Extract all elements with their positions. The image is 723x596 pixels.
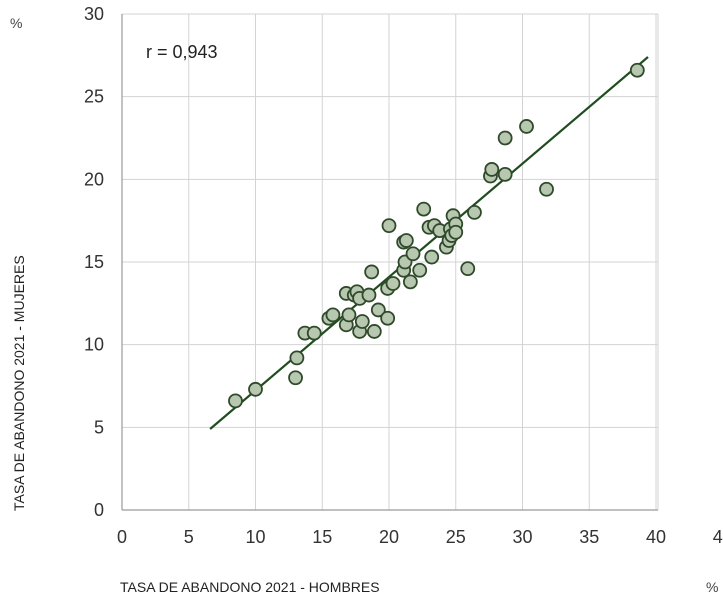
trend-line-group [209,56,649,430]
data-point [405,246,421,262]
x-tick-label: 10 [245,527,265,547]
x-tick-label: 25 [446,527,466,547]
data-point [370,302,386,318]
grid-lines [122,13,659,510]
data-point [306,325,322,341]
data-point [497,130,513,146]
trend-line [209,56,649,430]
x-tick-label: 20 [379,527,399,547]
x-tick-label: 35 [579,527,599,547]
x-tick-label: 0 [117,527,127,547]
data-point [354,314,370,329]
data-point [381,218,397,234]
y-tick-label: 30 [84,4,104,24]
x-tick-label: 5 [184,527,194,547]
data-point [629,62,645,78]
tick-labels: 0 5 10 15 20 25 30 35 40 45 0 5 10 15 20 25 30 [84,4,723,547]
y-tick-label: 0 [94,500,104,520]
x-tick-label: 30 [512,527,532,547]
data-point [484,162,500,177]
x-unit-label: % [706,579,718,595]
data-point [380,310,396,326]
y-tick-label: 20 [84,169,104,189]
correlation-annotation: r = 0,943 [146,42,218,62]
data-point [325,307,341,323]
data-point [385,276,401,291]
y-unit-label: % [10,15,22,31]
data-point [398,233,414,248]
data-point [416,201,432,217]
data-point [424,249,440,265]
x-tick-label: 45 [713,527,723,547]
x-tick-label: 40 [646,527,666,547]
data-point [248,381,263,397]
x-tick-label: 15 [312,527,332,547]
data-point [519,119,534,134]
data-point [364,264,380,280]
data-point [539,181,554,197]
data-point [460,261,476,277]
data-point [497,166,513,182]
y-tick-label: 10 [84,335,104,355]
data-point [289,350,305,366]
data-point [366,324,382,339]
y-axis-title: TASA DE ABANDONO 2021 - MUJERES [11,255,27,511]
x-axis-title: TASA DE ABANDONO 2021 - HOMBRES [120,579,380,595]
data-point [448,224,464,240]
data-point [288,370,303,386]
y-tick-label: 15 [84,252,104,272]
y-tick-label: 25 [84,87,104,107]
data-point [467,204,482,220]
data-point [402,274,418,290]
data-point [412,262,428,278]
data-point [341,307,357,323]
data-point [228,393,243,409]
axes [121,14,658,511]
data-points [228,62,645,409]
y-tick-label: 5 [94,417,104,437]
data-point [361,287,377,303]
